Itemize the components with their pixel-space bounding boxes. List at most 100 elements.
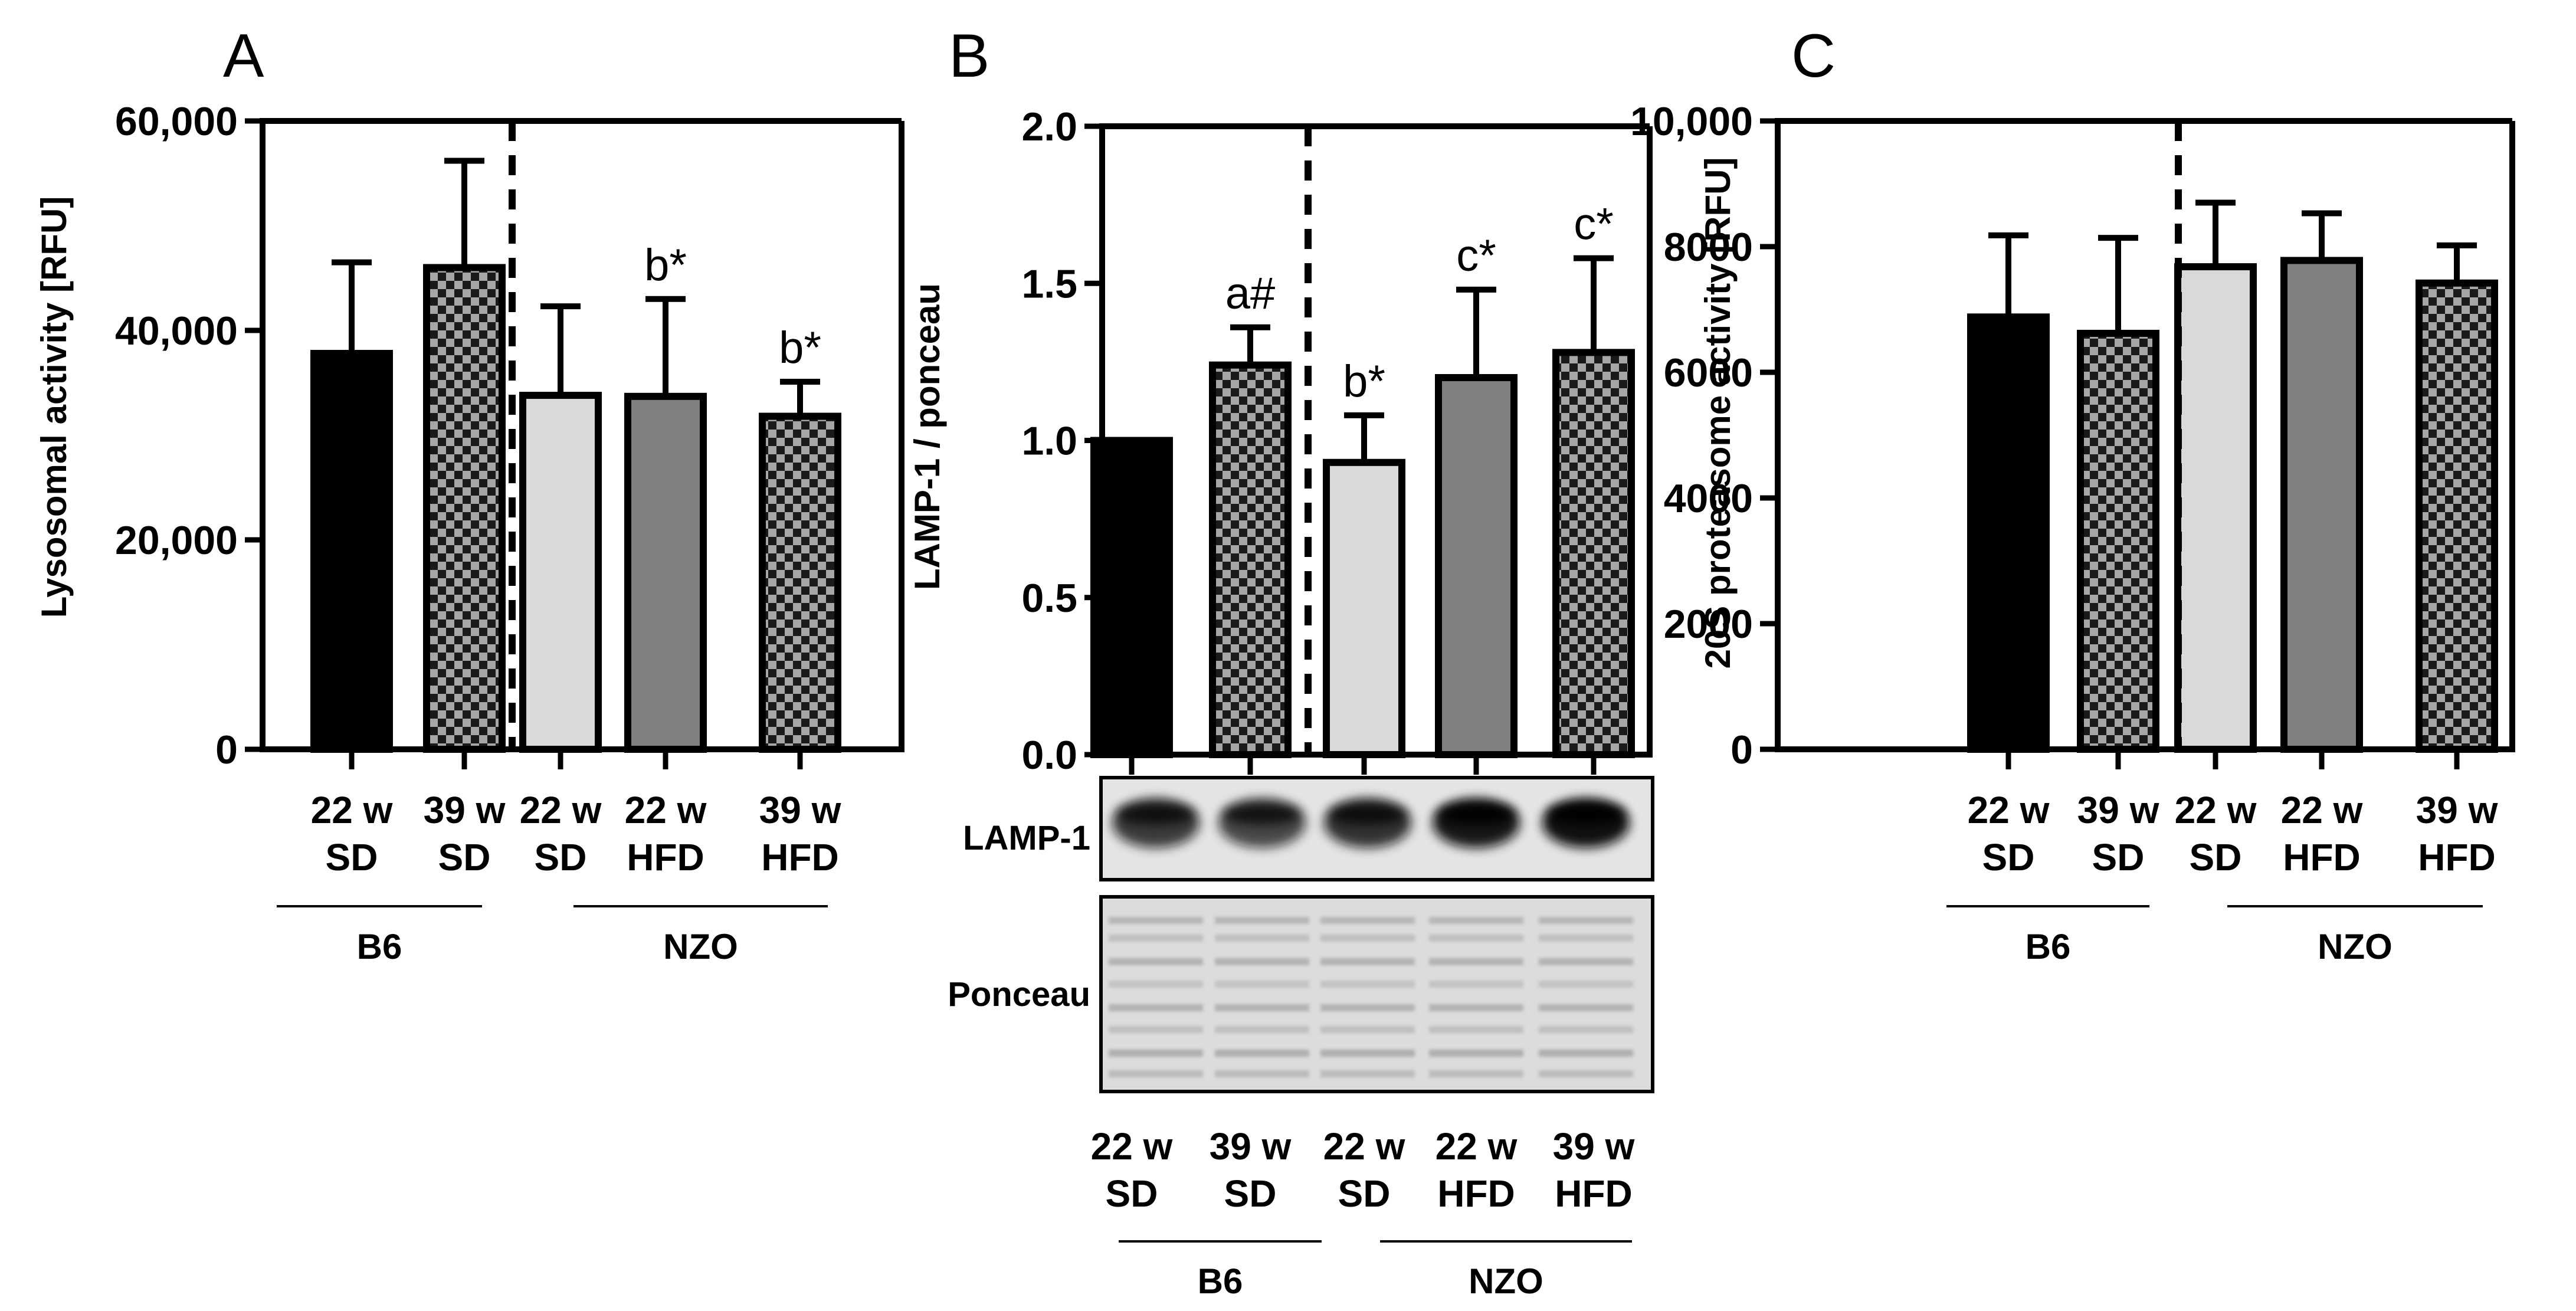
ponceau-band-0-3: [1109, 981, 1203, 988]
ponceau-band-4-5: [1539, 1026, 1633, 1033]
ponceau-band-3-3: [1429, 981, 1523, 988]
annotation-b-4: c*: [1574, 199, 1614, 250]
panel-c: C 20S proteasome activity [RFU] 0 2000 400…: [1630, 22, 2515, 966]
ponceau-band-2-6: [1320, 1050, 1415, 1057]
plot-area-c: 0 2000 4000 6000 8000 10,000 22 w SD 39 w SD 22 w S…: [1630, 99, 2515, 966]
category-label-a-1-line2: SD: [438, 836, 491, 879]
y-tick-label-a-1: 20,000: [115, 518, 238, 563]
y-tick-label-c-5: 10,000: [1630, 99, 1753, 144]
bar-a-2: [519, 392, 602, 753]
lamp1-band-core-4: [1547, 804, 1625, 825]
annotation-a-4: b*: [779, 323, 821, 373]
y-tick-label-b-1: 0.5: [1021, 576, 1077, 621]
western-blot: LAMP-1 Ponceau: [948, 776, 1654, 1093]
panel-letter-c: C: [1791, 22, 1836, 90]
ponceau-band-3-6: [1429, 1050, 1523, 1057]
y-tick-label-b-0: 0.0: [1021, 733, 1077, 778]
category-label-a-2-line2: SD: [535, 836, 587, 879]
category-label-a-1-line1: 39 w: [424, 789, 506, 831]
category-label-c-2-line1: 22 w: [2175, 789, 2257, 831]
bar-b-4: [1552, 349, 1635, 758]
ponceau-bands: [1109, 917, 1633, 1077]
y-tick-label-b-2: 1.0: [1021, 419, 1077, 464]
ponceau-band-0-2: [1109, 958, 1203, 965]
category-label-b-4-line1: 39 w: [1553, 1125, 1635, 1168]
y-tick-label-b-3: 1.5: [1021, 261, 1077, 306]
category-label-c-2-line2: SD: [2190, 836, 2242, 879]
ponceau-band-2-1: [1320, 935, 1415, 942]
bar-b-0: [1090, 437, 1173, 758]
ponceau-band-3-0: [1429, 917, 1523, 924]
y-tick-label-c-3: 6000: [1664, 350, 1753, 395]
ponceau-band-4-1: [1539, 935, 1633, 942]
category-label-c-0-line2: SD: [1982, 836, 2035, 879]
bar-a-0: [310, 350, 393, 753]
ponceau-band-1-7: [1215, 1070, 1309, 1077]
category-label-a-2-line1: 22 w: [520, 789, 602, 831]
annotation-b-2: b*: [1343, 356, 1385, 407]
category-label-b-3-line2: HFD: [1437, 1172, 1515, 1215]
annotation-b-3: c*: [1456, 231, 1496, 281]
category-label-c-1-line1: 39 w: [2077, 789, 2159, 831]
category-label-c-1-line2: SD: [2092, 836, 2145, 879]
blot-label-lamp1: LAMP-1: [963, 819, 1090, 857]
y-tick-label-a-0: 0: [215, 727, 238, 772]
category-label-a-0-line2: SD: [326, 836, 378, 879]
ponceau-band-1-2: [1215, 958, 1309, 965]
bar-c-4: [2416, 279, 2498, 753]
y-tick-label-c-2: 4000: [1664, 476, 1753, 521]
category-label-b-2-line2: SD: [1338, 1172, 1391, 1215]
ponceau-band-0-0: [1109, 917, 1203, 924]
bar-b-2: [1323, 458, 1405, 759]
annotation-a-3: b*: [644, 240, 687, 290]
category-label-c-3-line1: 22 w: [2281, 789, 2363, 831]
y-axis-label-b: LAMP-1 / ponceau: [907, 283, 947, 590]
lamp1-band-core-0: [1117, 804, 1195, 825]
ponceau-stain-frame: [1099, 895, 1654, 1093]
category-label-a-3-line1: 22 w: [625, 789, 707, 831]
ponceau-band-4-6: [1539, 1050, 1633, 1057]
ponceau-band-0-5: [1109, 1026, 1203, 1033]
group-label-a-0: B6: [357, 927, 402, 966]
ponceau-band-4-7: [1539, 1070, 1633, 1077]
category-label-b-3-line1: 22 w: [1436, 1125, 1518, 1168]
bar-c-3: [2280, 257, 2363, 753]
panel-a: A Lysosomal activity [RFU] b* b* 0 20,000 40…: [34, 22, 904, 966]
plot-area-a: b* b* 0 20,000 40,000 60,000 22 w SD 39 w SD 22 w S…: [115, 99, 904, 966]
ponceau-band-3-5: [1429, 1026, 1523, 1033]
bar-c-2: [2174, 263, 2257, 753]
category-label-c-0-line1: 22 w: [1968, 789, 2050, 831]
category-label-b-1-line1: 39 w: [1210, 1125, 1292, 1168]
group-label-c-0: B6: [2026, 927, 2071, 966]
y-axis-label-c: 20S proteasome activity [RFU]: [1698, 158, 1738, 669]
bar-a-4: [759, 412, 841, 753]
y-tick-label-c-1: 2000: [1664, 602, 1753, 647]
category-label-b-0-line2: SD: [1106, 1172, 1158, 1215]
category-label-c-4-line2: HFD: [2418, 836, 2496, 879]
ponceau-band-2-3: [1320, 981, 1415, 988]
bar-a-3: [624, 392, 707, 753]
ponceau-band-2-4: [1320, 1004, 1415, 1011]
bar-c-0: [1967, 313, 2050, 753]
category-label-a-4-line2: HFD: [761, 836, 839, 879]
bar-a-1: [423, 264, 506, 753]
y-tick-label-c-0: 0: [1731, 727, 1753, 772]
ponceau-band-1-6: [1215, 1050, 1309, 1057]
panel-letter-a: A: [223, 22, 264, 90]
y-axis-label-a: Lysosomal activity [RFU]: [34, 196, 74, 618]
group-label-b-1: NZO: [1469, 1261, 1543, 1301]
annotation-b-1: a#: [1225, 268, 1276, 319]
ponceau-band-2-7: [1320, 1070, 1415, 1077]
ponceau-band-0-6: [1109, 1050, 1203, 1057]
ponceau-band-0-1: [1109, 935, 1203, 942]
lamp1-band-core-3: [1437, 804, 1515, 825]
ponceau-band-4-2: [1539, 958, 1633, 965]
lamp1-bands: [1112, 798, 1630, 848]
ponceau-band-1-3: [1215, 981, 1309, 988]
panel-letter-b: B: [949, 22, 989, 90]
category-label-a-0-line1: 22 w: [311, 789, 393, 831]
ponceau-band-3-4: [1429, 1004, 1523, 1011]
ponceau-band-4-3: [1539, 981, 1633, 988]
